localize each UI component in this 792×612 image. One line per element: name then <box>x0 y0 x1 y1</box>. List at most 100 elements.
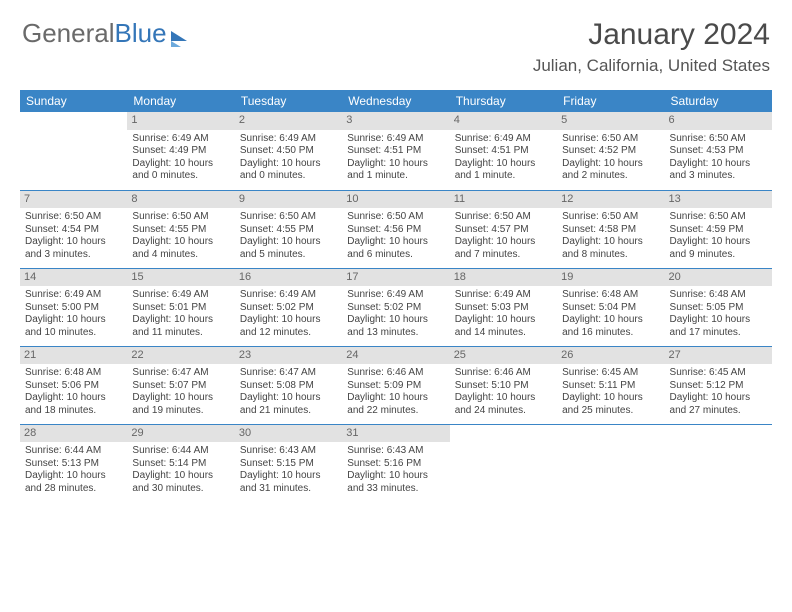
daylight-text: and 18 minutes. <box>25 405 122 418</box>
day-number <box>450 425 557 443</box>
sunrise-text: Sunrise: 6:45 AM <box>670 367 767 380</box>
day-number: 31 <box>342 425 449 443</box>
sunrise-text: Sunrise: 6:50 AM <box>670 211 767 224</box>
sunrise-text: Sunrise: 6:49 AM <box>240 133 337 146</box>
daylight-text: Daylight: 10 hours <box>25 314 122 327</box>
sunset-text: Sunset: 5:02 PM <box>240 302 337 315</box>
sunrise-text: Sunrise: 6:49 AM <box>25 289 122 302</box>
sunrise-text: Sunrise: 6:50 AM <box>562 133 659 146</box>
day-number: 26 <box>557 347 664 365</box>
sunset-text: Sunset: 4:55 PM <box>132 224 229 237</box>
sunset-text: Sunset: 4:51 PM <box>455 145 552 158</box>
calendar-cell: 3 Sunrise: 6:49 AMSunset: 4:51 PMDaylight… <box>342 112 449 190</box>
calendar-cell: 13Sunrise: 6:50 AMSunset: 4:59 PMDayligh… <box>665 190 772 268</box>
daylight-text: and 0 minutes. <box>132 170 229 183</box>
calendar-cell <box>20 112 127 190</box>
day-header: Friday <box>557 90 664 112</box>
daylight-text: Daylight: 10 hours <box>132 314 229 327</box>
daylight-text: Daylight: 10 hours <box>240 392 337 405</box>
day-number: 10 <box>342 191 449 209</box>
day-number: 3 <box>342 112 449 130</box>
sunset-text: Sunset: 5:05 PM <box>670 302 767 315</box>
sunrise-text: Sunrise: 6:49 AM <box>455 289 552 302</box>
day-number <box>665 425 772 443</box>
daylight-text: and 30 minutes. <box>132 483 229 496</box>
calendar-row: 7Sunrise: 6:50 AMSunset: 4:54 PMDaylight… <box>20 190 772 268</box>
daylight-text: and 33 minutes. <box>347 483 444 496</box>
calendar-cell: 25Sunrise: 6:46 AMSunset: 5:10 PMDayligh… <box>450 346 557 424</box>
sunset-text: Sunset: 5:15 PM <box>240 458 337 471</box>
sunrise-text: Sunrise: 6:49 AM <box>347 133 444 146</box>
daylight-text: Daylight: 10 hours <box>670 236 767 249</box>
daylight-text: and 4 minutes. <box>132 249 229 262</box>
sunset-text: Sunset: 4:50 PM <box>240 145 337 158</box>
day-number <box>20 112 127 130</box>
day-number: 9 <box>235 191 342 209</box>
day-number: 11 <box>450 191 557 209</box>
sunrise-text: Sunrise: 6:50 AM <box>455 211 552 224</box>
daylight-text: and 16 minutes. <box>562 327 659 340</box>
daylight-text: Daylight: 10 hours <box>347 158 444 171</box>
day-number: 15 <box>127 269 234 287</box>
daylight-text: Daylight: 10 hours <box>240 314 337 327</box>
daylight-text: and 13 minutes. <box>347 327 444 340</box>
daylight-text: Daylight: 10 hours <box>347 470 444 483</box>
sunset-text: Sunset: 5:10 PM <box>455 380 552 393</box>
sunset-text: Sunset: 4:57 PM <box>455 224 552 237</box>
day-number: 8 <box>127 191 234 209</box>
sunset-text: Sunset: 4:58 PM <box>562 224 659 237</box>
calendar-cell: 28Sunrise: 6:44 AMSunset: 5:13 PMDayligh… <box>20 424 127 502</box>
day-header: Saturday <box>665 90 772 112</box>
daylight-text: Daylight: 10 hours <box>670 314 767 327</box>
day-number: 24 <box>342 347 449 365</box>
calendar-cell: 31Sunrise: 6:43 AMSunset: 5:16 PMDayligh… <box>342 424 449 502</box>
header: GeneralBlue January 2024 Julian, Califor… <box>0 0 792 82</box>
sunset-text: Sunset: 5:11 PM <box>562 380 659 393</box>
daylight-text: and 27 minutes. <box>670 405 767 418</box>
daylight-text: and 0 minutes. <box>240 170 337 183</box>
day-number: 30 <box>235 425 342 443</box>
daylight-text: and 12 minutes. <box>240 327 337 340</box>
day-number: 12 <box>557 191 664 209</box>
logo: GeneralBlue <box>22 18 187 49</box>
sunrise-text: Sunrise: 6:46 AM <box>347 367 444 380</box>
sunrise-text: Sunrise: 6:48 AM <box>25 367 122 380</box>
day-number: 4 <box>450 112 557 130</box>
calendar-cell: 8Sunrise: 6:50 AMSunset: 4:55 PMDaylight… <box>127 190 234 268</box>
day-number: 13 <box>665 191 772 209</box>
calendar-cell: 26Sunrise: 6:45 AMSunset: 5:11 PMDayligh… <box>557 346 664 424</box>
calendar-cell: 20Sunrise: 6:48 AMSunset: 5:05 PMDayligh… <box>665 268 772 346</box>
day-header: Thursday <box>450 90 557 112</box>
daylight-text: and 31 minutes. <box>240 483 337 496</box>
daylight-text: and 25 minutes. <box>562 405 659 418</box>
daylight-text: and 6 minutes. <box>347 249 444 262</box>
day-number: 27 <box>665 347 772 365</box>
sunset-text: Sunset: 4:51 PM <box>347 145 444 158</box>
daylight-text: Daylight: 10 hours <box>347 392 444 405</box>
sunset-text: Sunset: 4:55 PM <box>240 224 337 237</box>
sunrise-text: Sunrise: 6:43 AM <box>347 445 444 458</box>
daylight-text: and 19 minutes. <box>132 405 229 418</box>
calendar-row: 14Sunrise: 6:49 AMSunset: 5:00 PMDayligh… <box>20 268 772 346</box>
sunset-text: Sunset: 5:09 PM <box>347 380 444 393</box>
sunrise-text: Sunrise: 6:49 AM <box>455 133 552 146</box>
sunrise-text: Sunrise: 6:49 AM <box>132 133 229 146</box>
daylight-text: Daylight: 10 hours <box>240 470 337 483</box>
sunrise-text: Sunrise: 6:50 AM <box>25 211 122 224</box>
calendar-cell: 19Sunrise: 6:48 AMSunset: 5:04 PMDayligh… <box>557 268 664 346</box>
day-number: 29 <box>127 425 234 443</box>
sunrise-text: Sunrise: 6:49 AM <box>240 289 337 302</box>
daylight-text: Daylight: 10 hours <box>132 470 229 483</box>
calendar-cell: 11Sunrise: 6:50 AMSunset: 4:57 PMDayligh… <box>450 190 557 268</box>
calendar-cell <box>450 424 557 502</box>
daylight-text: and 10 minutes. <box>25 327 122 340</box>
daylight-text: and 5 minutes. <box>240 249 337 262</box>
location-label: Julian, California, United States <box>533 56 770 76</box>
sunrise-text: Sunrise: 6:48 AM <box>562 289 659 302</box>
calendar-row: 21Sunrise: 6:48 AMSunset: 5:06 PMDayligh… <box>20 346 772 424</box>
daylight-text: and 2 minutes. <box>562 170 659 183</box>
calendar-cell: 24 Sunrise: 6:46 AMSunset: 5:09 PMDayligh… <box>342 346 449 424</box>
day-number: 16 <box>235 269 342 287</box>
calendar-cell <box>557 424 664 502</box>
day-header: Tuesday <box>235 90 342 112</box>
